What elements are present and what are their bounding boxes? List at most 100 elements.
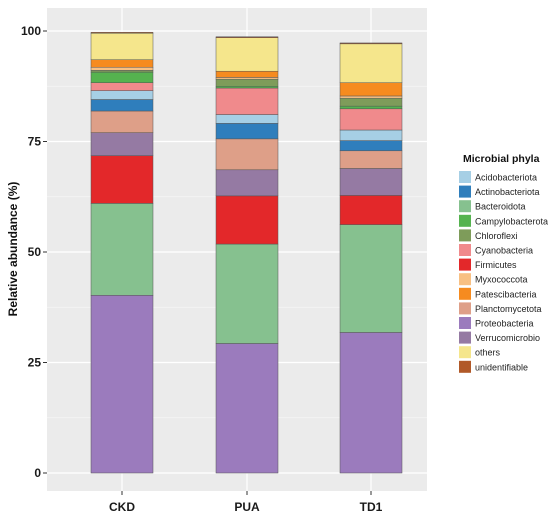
legend-label: Acidobacteriota bbox=[475, 173, 537, 183]
x-tick-label: PUA bbox=[234, 500, 260, 514]
y-axis-title: Relative abundance (%) bbox=[6, 182, 20, 317]
y-tick-label: 75 bbox=[28, 135, 42, 149]
bar-segment-proteobacteria bbox=[90, 295, 154, 474]
legend-swatch bbox=[459, 346, 471, 359]
legend-item-unidentifiable: unidentifiable bbox=[459, 360, 528, 373]
bar-segment-planctomycetota bbox=[339, 150, 403, 169]
bar-segment-verrucomicrobio bbox=[339, 168, 403, 196]
legend-item-proteobacteria: Proteobacteria bbox=[459, 317, 534, 329]
legend-title: Microbial phyla bbox=[463, 153, 540, 165]
bar-segment-chloroflexi bbox=[90, 70, 154, 73]
bar-segment-unidentifiable bbox=[215, 36, 279, 38]
bar-segment-bacteroidota bbox=[90, 203, 154, 296]
bar-segment-campylobacterota bbox=[339, 105, 403, 110]
legend-swatch bbox=[459, 287, 471, 300]
bar-segment-firmicutes bbox=[215, 195, 279, 245]
bar-segment-campylobacterota bbox=[90, 71, 154, 83]
x-tick-label: TD1 bbox=[360, 500, 383, 514]
bar-segment-myxococcota bbox=[339, 95, 403, 99]
bar-segment-cyanobacteria bbox=[339, 108, 403, 131]
x-tick-label: CKD bbox=[109, 500, 135, 514]
bar-segment-planctomycetota bbox=[90, 110, 154, 133]
legend-item-patescibacteria: Patescibacteria bbox=[459, 287, 537, 300]
bar-segment-patescibacteria bbox=[215, 70, 279, 78]
bars-layer bbox=[90, 32, 403, 474]
legend-label: Actinobacteriota bbox=[475, 187, 540, 197]
bar-segment-firmicutes bbox=[339, 195, 403, 225]
bar-segment-actinobacteriota bbox=[215, 123, 279, 140]
legend-label: Cyanobacteria bbox=[475, 246, 533, 256]
bar-stack-ckd bbox=[90, 32, 154, 474]
bar-segment-firmicutes bbox=[90, 155, 154, 204]
legend-label: Planctomycetota bbox=[475, 304, 542, 314]
legend-swatch bbox=[459, 302, 471, 315]
legend-swatch bbox=[459, 200, 471, 213]
legend-swatch bbox=[459, 229, 471, 242]
legend-label: Bacteroidota bbox=[475, 202, 526, 212]
legend-swatch bbox=[459, 258, 471, 271]
bar-segment-cyanobacteria bbox=[215, 87, 279, 115]
legend-label: Firmicutes bbox=[475, 260, 517, 270]
legend-swatch bbox=[459, 317, 471, 329]
bar-segment-myxococcota bbox=[215, 77, 279, 80]
bar-segment-others bbox=[90, 32, 154, 60]
legend-item-cyanobacteria: Cyanobacteria bbox=[459, 244, 533, 256]
legend-item-firmicutes: Firmicutes bbox=[459, 258, 517, 271]
legend-item-acidobacteriota: Acidobacteriota bbox=[459, 171, 537, 183]
legend-item-chloroflexi: Chloroflexi bbox=[459, 229, 518, 242]
bar-segment-proteobacteria bbox=[339, 332, 403, 474]
legend-label: others bbox=[475, 348, 501, 358]
bar-segment-patescibacteria bbox=[90, 59, 154, 68]
bar-segment-bacteroidota bbox=[339, 224, 403, 333]
bar-segment-planctomycetota bbox=[215, 138, 279, 171]
bar-stack-td1 bbox=[339, 42, 403, 474]
legend-label: Chloroflexi bbox=[475, 231, 518, 241]
bar-segment-others bbox=[215, 37, 279, 72]
bar-segment-verrucomicrobio bbox=[215, 169, 279, 197]
legend-item-planctomycetota: Planctomycetota bbox=[459, 302, 542, 315]
legend-swatch bbox=[459, 273, 471, 286]
bar-segment-bacteroidota bbox=[215, 243, 279, 344]
legend-label: unidentifiable bbox=[475, 362, 528, 372]
legend-item-campylobacterota: Campylobacterota bbox=[459, 214, 548, 227]
bar-segment-patescibacteria bbox=[339, 82, 403, 97]
bar-segment-chloroflexi bbox=[339, 97, 403, 107]
legend-label: Verrucomicrobio bbox=[475, 333, 540, 343]
bar-segment-campylobacterota bbox=[215, 86, 279, 89]
y-tick-label: 50 bbox=[28, 245, 42, 259]
bar-segment-chloroflexi bbox=[215, 78, 279, 87]
legend: Microbial phyla Acidobacteriota Actinobac… bbox=[459, 153, 548, 373]
bar-segment-actinobacteriota bbox=[90, 99, 154, 112]
bar-segment-actinobacteriota bbox=[339, 140, 403, 152]
legend-item-myxococcota: Myxococcota bbox=[459, 273, 528, 286]
legend-label: Myxococcota bbox=[475, 275, 528, 285]
legend-label: Campylobacterota bbox=[475, 216, 548, 226]
legend-swatch bbox=[459, 331, 471, 344]
legend-swatch bbox=[459, 360, 471, 373]
legend-item-verrucomicrobio: Verrucomicrobio bbox=[459, 331, 540, 344]
legend-item-actinobacteriota: Actinobacteriota bbox=[459, 185, 540, 198]
legend-item-others: others bbox=[459, 346, 501, 359]
bar-segment-acidobacteriota bbox=[90, 90, 154, 100]
bar-segment-acidobacteriota bbox=[215, 114, 279, 124]
legend-label: Patescibacteria bbox=[475, 289, 537, 299]
x-axis: CKD PUA TD1 bbox=[109, 491, 383, 514]
y-axis: 0 25 50 75 100 bbox=[21, 24, 47, 480]
bar-segment-unidentifiable bbox=[90, 32, 154, 34]
y-tick-label: 25 bbox=[28, 356, 42, 370]
y-tick-label: 100 bbox=[21, 24, 41, 38]
legend-swatch bbox=[459, 214, 471, 227]
bar-segment-proteobacteria bbox=[215, 343, 279, 474]
legend-swatch bbox=[459, 185, 471, 198]
bar-segment-unidentifiable bbox=[339, 42, 403, 45]
legend-swatch bbox=[459, 171, 471, 183]
bar-segment-verrucomicrobio bbox=[90, 132, 154, 156]
legend-label: Proteobacteria bbox=[475, 319, 534, 329]
y-tick-label: 0 bbox=[34, 466, 41, 480]
legend-item-bacteroidota: Bacteroidota bbox=[459, 200, 526, 213]
bar-segment-cyanobacteria bbox=[90, 82, 154, 91]
legend-swatch bbox=[459, 244, 471, 256]
bar-stack-pua bbox=[215, 36, 279, 474]
bar-segment-acidobacteriota bbox=[339, 129, 403, 141]
